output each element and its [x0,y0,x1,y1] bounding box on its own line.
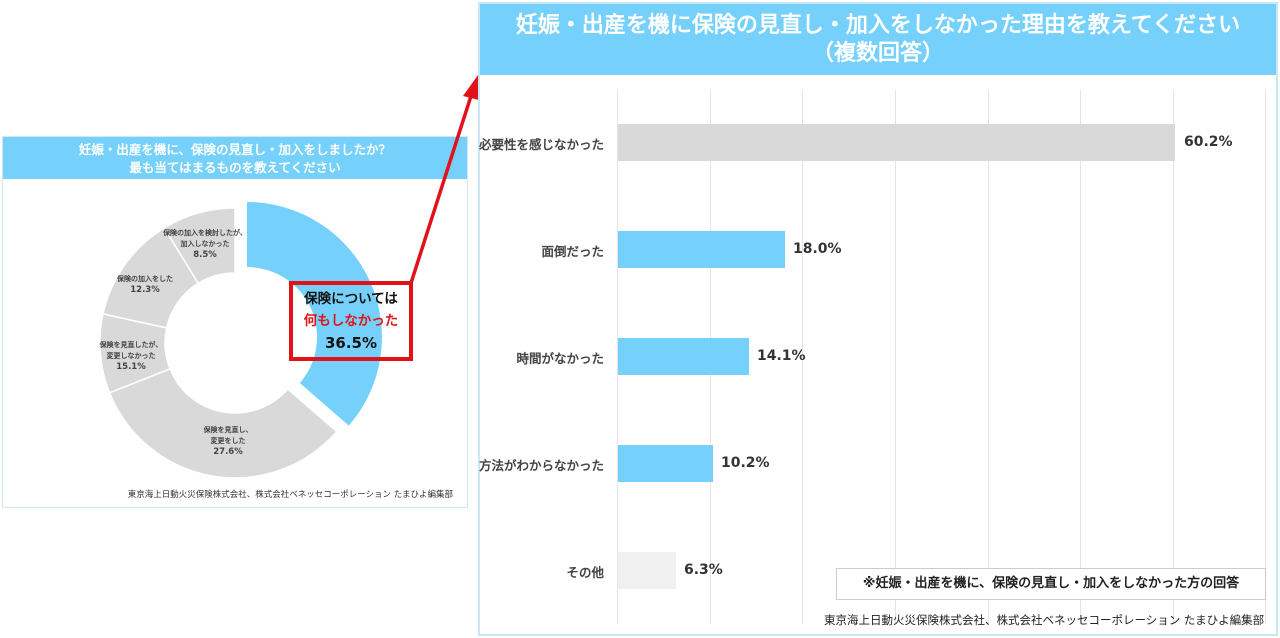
bar-label-not-necessary: 必要性を感じなかった [478,137,604,152]
donut-chart-title: 妊娠・出産を機に、保険の見直し・加入をしましたか？ 最も当てはまるものを教えてく… [3,137,467,179]
bar-value-other: 6.3% [684,562,723,578]
donut-chart [99,75,479,479]
gridline-20 [802,90,803,624]
bar-value-didnt-know-how: 10.2% [721,455,770,471]
donut-label-considered: 保険の加入を検討したが、 加入しなかった 8.5% [163,229,247,260]
bar-label-other: その他 [566,565,604,580]
bar-label-no-time: 時間がなかった [516,351,604,366]
gridline-60 [1173,90,1174,624]
bar-title-line1: 妊娠・出産を機に保険の見直し・加入をしなかった理由を教えてください [515,13,1241,38]
bar-title-line2: （複数回答） [811,41,944,66]
donut-title-line2: 最も当てはまるものを教えてください [129,160,341,175]
bar-no-time [618,338,749,375]
highlight-line1: 保険については [304,291,398,307]
bar-other [618,552,676,589]
bar-troublesome [618,231,785,268]
bar-value-troublesome: 18.0% [793,241,842,257]
donut-source: 東京海上日動火災保険株式会社、株式会社ベネッセコーポレーション たまひよ編集部 [127,490,453,500]
highlight-line2: 何もしなかった [303,313,399,329]
highlight-callout-box: 保険については 何もしなかった 36.5% [289,281,413,361]
donut-title-line1: 妊娠・出産を機に、保険の見直し・加入をしましたか？ [78,142,392,157]
gridline-70 [1265,90,1266,624]
callout-arrow-head [463,75,479,100]
bar-chart-title: 妊娠・出産を機に保険の見直し・加入をしなかった理由を教えてください （複数回答） [480,4,1276,75]
donut-label-changed: 保険を見直し、 変更をした 27.6% [203,426,253,457]
bar-label-didnt-know-how: 方法がわからなかった [478,458,604,473]
donut-segment-changed [108,367,338,479]
respondent-note: ※妊娠・出産を機に、保険の見直し・加入をしなかった方の回答 [836,568,1266,600]
gridline-0 [617,90,618,624]
donut-segment-nothing [247,202,382,426]
bar-chart-panel: 妊娠・出産を機に保険の見直し・加入をしなかった理由を教えてください （複数回答）… [478,2,1278,636]
donut-label-joined: 保険の加入をした 12.3% [117,275,173,295]
bar-value-no-time: 14.1% [757,348,806,364]
donut-segment-considered-not-joined [163,207,236,285]
bar-value-not-necessary: 60.2% [1184,134,1233,150]
bar-label-troublesome: 面倒だった [541,244,604,259]
bar-not-necessary [618,124,1175,161]
bar-chart-source: 東京海上日動火災保険株式会社、株式会社ベネッセコーポレーション たまひよ編集部 [824,613,1265,627]
callout-arrow-line [409,95,473,284]
highlight-value: 36.5% [324,334,378,352]
bar-didnt-know-how [618,445,713,482]
gridline-50 [1080,90,1081,624]
gridline-30 [895,90,896,624]
gridline-40 [988,90,989,624]
donut-label-reviewed-no-change: 保険を見直したが、 変更しなかった 15.1% [99,341,163,372]
